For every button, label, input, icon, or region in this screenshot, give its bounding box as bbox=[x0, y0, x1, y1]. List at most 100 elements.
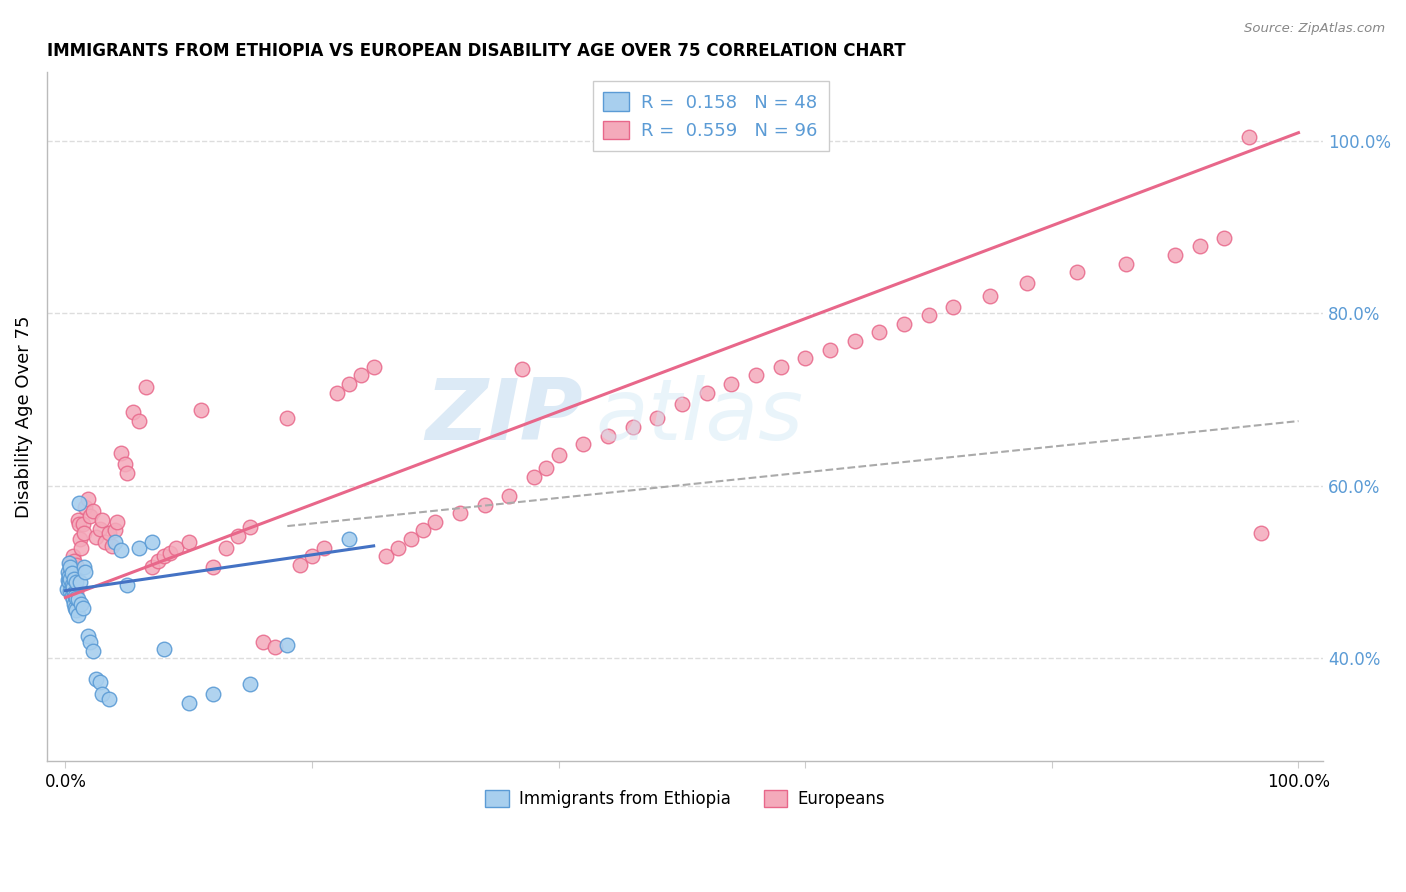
Point bbox=[65, 603, 87, 617]
Point bbox=[94, 534, 117, 549]
Point bbox=[114, 457, 136, 471]
Point bbox=[67, 517, 90, 532]
Point bbox=[572, 437, 595, 451]
Point bbox=[818, 343, 841, 357]
Point bbox=[301, 549, 323, 564]
Point bbox=[97, 525, 120, 540]
Point bbox=[645, 411, 668, 425]
Point bbox=[177, 534, 200, 549]
Text: IMMIGRANTS FROM ETHIOPIA VS EUROPEAN DISABILITY AGE OVER 75 CORRELATION CHART: IMMIGRANTS FROM ETHIOPIA VS EUROPEAN DIS… bbox=[46, 42, 905, 60]
Point bbox=[58, 574, 80, 589]
Point bbox=[65, 574, 87, 589]
Point bbox=[115, 577, 138, 591]
Point bbox=[66, 595, 89, 609]
Point bbox=[66, 513, 89, 527]
Point bbox=[449, 506, 471, 520]
Point bbox=[89, 522, 111, 536]
Point bbox=[276, 411, 298, 425]
Point bbox=[91, 687, 114, 701]
Point bbox=[72, 600, 94, 615]
Point bbox=[153, 549, 176, 564]
Point bbox=[215, 541, 238, 555]
Point bbox=[60, 577, 83, 591]
Text: Source: ZipAtlas.com: Source: ZipAtlas.com bbox=[1244, 22, 1385, 36]
Point bbox=[226, 528, 249, 542]
Point bbox=[110, 543, 132, 558]
Point bbox=[60, 589, 83, 603]
Point bbox=[844, 334, 866, 348]
Point bbox=[69, 574, 91, 589]
Point bbox=[1237, 130, 1260, 145]
Point bbox=[1213, 230, 1236, 244]
Point bbox=[893, 317, 915, 331]
Point bbox=[70, 541, 93, 555]
Point bbox=[63, 598, 86, 612]
Point bbox=[1017, 277, 1039, 291]
Point bbox=[1188, 239, 1211, 253]
Point bbox=[91, 513, 114, 527]
Point bbox=[375, 549, 398, 564]
Point bbox=[122, 405, 145, 419]
Point bbox=[82, 644, 104, 658]
Point bbox=[70, 598, 93, 612]
Point bbox=[1115, 256, 1137, 270]
Point bbox=[72, 517, 94, 532]
Point bbox=[104, 534, 127, 549]
Point bbox=[276, 638, 298, 652]
Point bbox=[363, 359, 385, 374]
Point bbox=[62, 580, 84, 594]
Point bbox=[153, 642, 176, 657]
Point bbox=[337, 377, 360, 392]
Point bbox=[59, 565, 82, 579]
Point bbox=[115, 466, 138, 480]
Point bbox=[596, 428, 619, 442]
Point bbox=[101, 539, 124, 553]
Point bbox=[66, 607, 89, 622]
Point bbox=[868, 326, 890, 340]
Legend: Immigrants from Ethiopia, Europeans: Immigrants from Ethiopia, Europeans bbox=[478, 783, 891, 814]
Point bbox=[425, 515, 447, 529]
Point bbox=[76, 629, 98, 643]
Point bbox=[239, 676, 262, 690]
Point bbox=[105, 515, 128, 529]
Point bbox=[350, 368, 373, 383]
Point bbox=[65, 591, 87, 605]
Point bbox=[671, 397, 693, 411]
Point bbox=[58, 556, 80, 570]
Point bbox=[547, 449, 569, 463]
Point bbox=[314, 541, 336, 555]
Point bbox=[60, 572, 83, 586]
Point bbox=[264, 640, 287, 655]
Point bbox=[67, 496, 90, 510]
Point bbox=[239, 520, 262, 534]
Point bbox=[252, 635, 274, 649]
Point bbox=[75, 500, 97, 515]
Point bbox=[412, 524, 434, 538]
Point bbox=[84, 530, 107, 544]
Point bbox=[1250, 525, 1272, 540]
Point bbox=[59, 572, 82, 586]
Point bbox=[190, 402, 212, 417]
Point bbox=[498, 489, 520, 503]
Point bbox=[510, 362, 533, 376]
Point bbox=[75, 565, 97, 579]
Point bbox=[325, 385, 347, 400]
Point bbox=[1164, 248, 1187, 262]
Point bbox=[82, 504, 104, 518]
Point bbox=[97, 692, 120, 706]
Point bbox=[720, 377, 742, 392]
Point bbox=[146, 554, 169, 568]
Point bbox=[62, 583, 84, 598]
Point bbox=[128, 414, 150, 428]
Point bbox=[73, 560, 96, 574]
Point bbox=[65, 589, 87, 603]
Point bbox=[55, 582, 77, 596]
Y-axis label: Disability Age Over 75: Disability Age Over 75 bbox=[15, 316, 32, 518]
Point bbox=[65, 586, 87, 600]
Point bbox=[58, 574, 80, 589]
Point bbox=[141, 560, 163, 574]
Point bbox=[60, 566, 83, 581]
Point bbox=[66, 592, 89, 607]
Point bbox=[73, 525, 96, 540]
Point bbox=[76, 491, 98, 506]
